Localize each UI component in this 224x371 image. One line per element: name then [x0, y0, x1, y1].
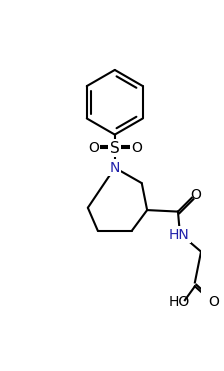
Text: HN: HN: [169, 228, 190, 242]
Polygon shape: [201, 238, 224, 252]
Text: O: O: [88, 141, 99, 155]
Text: O: O: [209, 295, 220, 309]
Text: HO: HO: [169, 295, 190, 309]
Text: N: N: [110, 161, 120, 175]
Text: O: O: [190, 188, 201, 202]
Text: O: O: [131, 141, 142, 155]
Text: S: S: [110, 141, 120, 156]
